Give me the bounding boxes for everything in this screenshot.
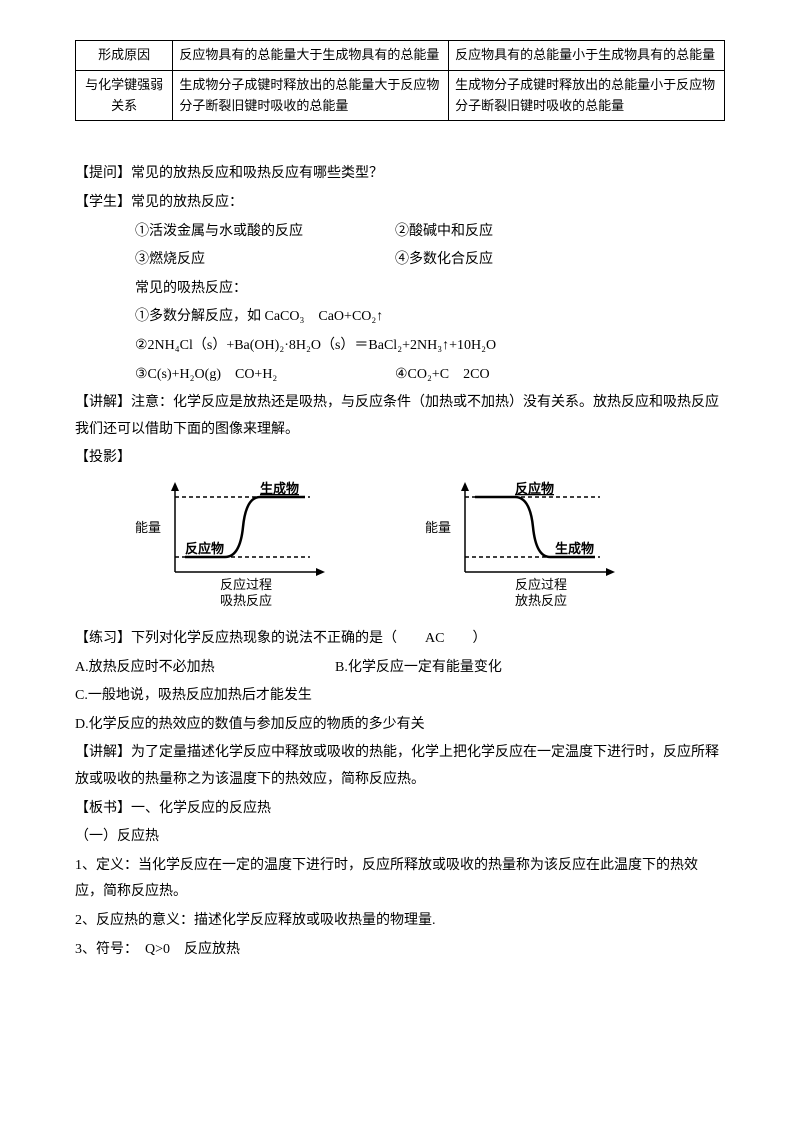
comparison-table: 形成原因 反应物具有的总能量大于生成物具有的总能量 反应物具有的总能量小于生成物… <box>75 40 725 121</box>
list-item: ②酸碱中和反应 <box>395 219 493 246</box>
question-label: 【提问】常见的放热反应和吸热反应有哪些类型？ <box>75 161 725 188</box>
reactant-label: 反应物 <box>515 481 554 496</box>
explain-label: 【讲解】注意：化学反应是放热还是吸热，与反应条件（加热或不加热）没有关系。放热反… <box>75 390 725 443</box>
table-cell: 生成物分子成键时释放出的总能量大于反应物分子断裂旧键时吸收的总能量 <box>173 70 449 121</box>
chart-caption: 吸热反应 <box>220 593 272 607</box>
option-d: D.化学反应的热效应的数值与参加反应的物质的多少有关 <box>75 712 725 739</box>
table-cell: 反应物具有的总能量小于生成物具有的总能量 <box>449 41 725 71</box>
exercise-label: 【练习】下列对化学反应热现象的说法不正确的是（ AC ） <box>75 626 725 653</box>
reactant-label: 反应物 <box>185 541 224 556</box>
list-item: ③C(s)+H₂O(g) CO+H₂ <box>135 362 395 389</box>
chart-svg: 能量 生成物 反应物 反应过程 吸热反应 <box>125 477 335 607</box>
exothermic-chart: 能量 反应物 生成物 反应过程 放热反应 <box>415 477 625 616</box>
y-axis-label: 能量 <box>425 520 451 535</box>
table-cell: 形成原因 <box>76 41 173 71</box>
option-c: C.一般地说，吸热反应加热后才能发生 <box>75 683 725 710</box>
board-label: 【板书】一、化学反应的反应热 <box>75 796 725 823</box>
x-axis-label: 反应过程 <box>220 577 272 592</box>
chart-caption: 放热反应 <box>515 593 567 607</box>
sub-heading: 常见的吸热反应： <box>75 276 725 303</box>
projection-label: 【投影】 <box>75 445 725 472</box>
y-axis-label: 能量 <box>135 520 161 535</box>
energy-diagrams: 能量 生成物 反应物 反应过程 吸热反应 能量 反应物 生成物 反应过程 放热反… <box>125 477 725 616</box>
table-cell: 生成物分子成键时释放出的总能量小于反应物分子断裂旧键时吸收的总能量 <box>449 70 725 121</box>
definition-text: 1、定义：当化学反应在一定的温度下进行时，反应所释放或吸收的热量称为该反应在此温… <box>75 853 725 906</box>
meaning-text: 2、反应热的意义：描述化学反应释放或吸收热量的物理量. <box>75 908 725 935</box>
x-axis-label: 反应过程 <box>515 577 567 592</box>
list-item: ①多数分解反应，如 CaCO₃ CaO+CO₂↑ <box>75 304 725 331</box>
product-label: 生成物 <box>260 481 299 496</box>
explain-label: 【讲解】为了定量描述化学反应中释放或吸收的热能，化学上把化学反应在一定温度下进行… <box>75 740 725 793</box>
table-cell: 反应物具有的总能量大于生成物具有的总能量 <box>173 41 449 71</box>
list-item: ②2NH₄Cl（s）+Ba(OH)₂·8H₂O（s）＝BaCl₂+2NH₃↑+1… <box>75 333 725 360</box>
product-label: 生成物 <box>555 541 594 556</box>
list-item: ④多数化合反应 <box>395 247 493 274</box>
chart-svg: 能量 反应物 生成物 反应过程 放热反应 <box>415 477 625 607</box>
option-a: A.放热反应时不必加热 <box>75 655 335 682</box>
symbol-text: 3、符号： Q>0 反应放热 <box>75 937 725 964</box>
list-item: ④CO₂+C 2CO <box>395 362 490 389</box>
student-label: 【学生】常见的放热反应： <box>75 190 725 217</box>
table-cell: 与化学键强弱关系 <box>76 70 173 121</box>
option-b: B.化学反应一定有能量变化 <box>335 655 502 682</box>
list-item: ①活泼金属与水或酸的反应 <box>135 219 395 246</box>
endothermic-chart: 能量 生成物 反应物 反应过程 吸热反应 <box>125 477 335 616</box>
section-heading: （一）反应热 <box>75 824 725 851</box>
list-item: ③燃烧反应 <box>135 247 395 274</box>
